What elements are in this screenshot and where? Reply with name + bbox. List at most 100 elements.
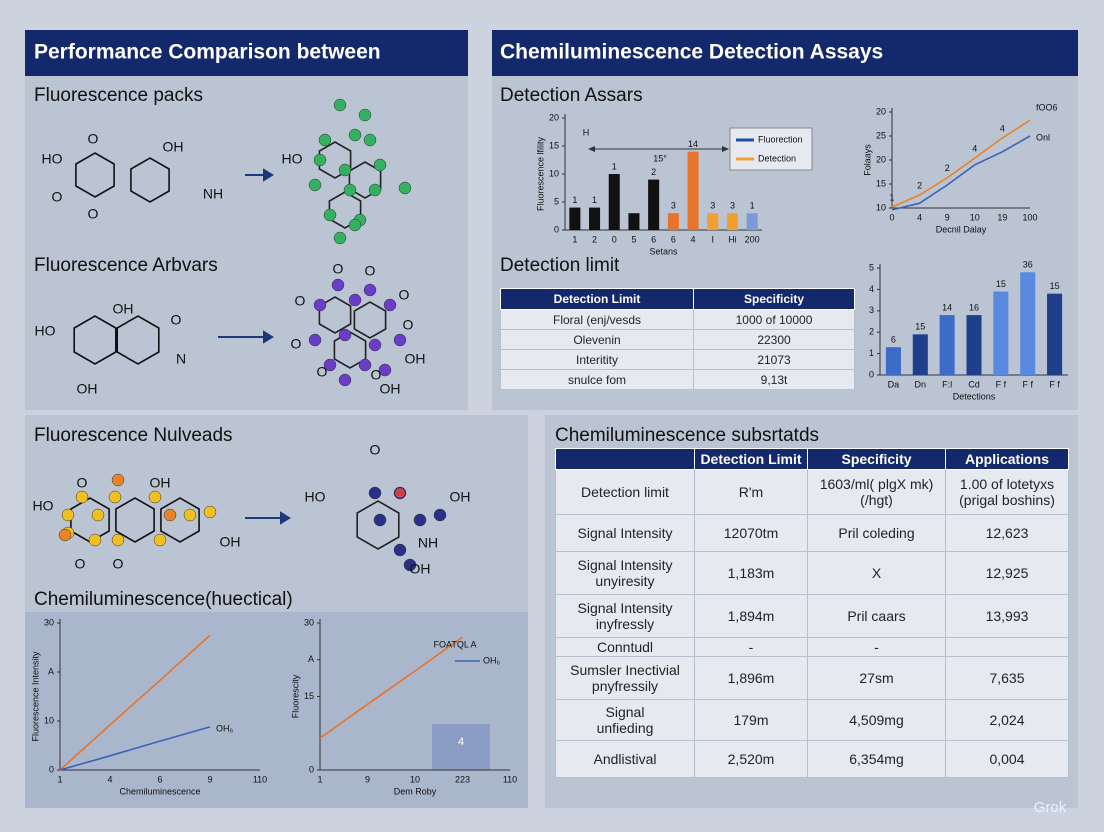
y-tick-label: 20 (549, 112, 559, 122)
y-tick-label: A (48, 666, 54, 676)
point-label: 1 (889, 192, 894, 202)
atom (368, 183, 382, 197)
cell: 1,183m (694, 551, 808, 595)
table-row: Interitity 21073 (500, 349, 855, 370)
cell: Signal unfieding (555, 699, 695, 741)
atom (75, 490, 89, 504)
bar (569, 207, 581, 230)
header-cell: Specificity (693, 288, 855, 310)
x-tick-label: 10 (970, 212, 980, 222)
atom-label: HO (42, 151, 63, 167)
table-row: Andlistival 2,520m 6,354mg 0,004 (555, 740, 1069, 778)
y-tick-label: 4 (869, 284, 874, 294)
x-tick-label: I (711, 234, 714, 244)
atom (393, 333, 407, 347)
cell: 1.00 of lotetyxs (prigal boshins) (945, 469, 1069, 515)
annotation: FOATQL A (433, 639, 476, 649)
atom-label: OH (77, 381, 98, 397)
y-tick-label: 0 (554, 224, 559, 234)
bar-annotation: 1 (572, 195, 577, 205)
cell: 27sm (807, 656, 946, 700)
atom-label: OH (450, 489, 471, 505)
x-axis-label: Decnil Dalay (936, 224, 987, 234)
heading: Detection Assars (500, 85, 643, 106)
series-line (59, 634, 211, 771)
atom-label: OH (405, 351, 426, 367)
atom (403, 558, 417, 572)
series-line (319, 636, 463, 739)
x-axis-label: Dem Roby (394, 786, 437, 796)
atom (203, 505, 217, 519)
atom-label: HO (35, 323, 56, 339)
bar-annotation: 36 (1023, 260, 1033, 270)
atom (348, 218, 362, 232)
x-tick-label: 1 (57, 774, 62, 784)
atom (308, 333, 322, 347)
point-label: 2 (917, 180, 922, 190)
atom-label: OH (163, 139, 184, 155)
cell: 21073 (693, 349, 855, 370)
table-row: Signal Intensity inyfressly 1,894m Pril ca… (555, 594, 1069, 638)
atom-label: O (88, 131, 99, 147)
cell: Conntudl (555, 637, 695, 657)
atom (338, 328, 352, 342)
table-row: Floral (enj/vesds 1000 of 10000 (500, 309, 855, 330)
table-row: Signal unfieding 179m 4,509mg 2,024 (555, 699, 1069, 741)
atom (333, 98, 347, 112)
heading: Detection limit (500, 255, 620, 276)
x-tick-label: F f (996, 379, 1007, 389)
atom (348, 293, 362, 307)
bond-ring (160, 497, 200, 543)
y-tick-label: A (308, 654, 314, 664)
atom-label: N (176, 351, 186, 367)
table-row: Olevenin 22300 (500, 329, 855, 350)
header-cell: Detection Limit (500, 288, 694, 310)
series-label: fOO6 (1036, 103, 1058, 113)
bar-annotation: 6 (891, 335, 896, 345)
header-cell: Applications (945, 448, 1069, 470)
legend-box (729, 127, 813, 171)
cell: 179m (694, 699, 808, 741)
cell: 1,894m (694, 594, 808, 638)
cell: Interitity (500, 349, 694, 370)
bar-annotation: 3 (710, 201, 715, 211)
x-tick-label: 9 (207, 774, 212, 784)
cell: 2,520m (694, 740, 808, 778)
atom (413, 513, 427, 527)
panel (25, 30, 468, 410)
atom (433, 508, 447, 522)
x-tick-label: Cd (968, 379, 980, 389)
bond-ring (116, 315, 160, 365)
series-line (59, 726, 211, 771)
cell: X (807, 551, 946, 595)
atom (331, 278, 345, 292)
y-tick-label: 2 (869, 327, 874, 337)
atom (163, 508, 177, 522)
atom-label: O (88, 206, 99, 222)
cell: 1000 of 10000 (693, 309, 855, 330)
atom (358, 358, 372, 372)
table-row: Signal Intensity unyiresity 1,183m X 12,925 (555, 551, 1069, 595)
y-tick-label: 0 (49, 764, 54, 774)
atom-label: HO (282, 151, 303, 167)
bar-annotation: 1 (592, 195, 597, 205)
x-tick-label: 6 (651, 234, 656, 244)
y-tick-label: 10 (549, 168, 559, 178)
bar (912, 334, 928, 375)
atom-label: O (370, 442, 381, 458)
atom-label: HO (33, 498, 54, 514)
series-line (891, 119, 1031, 208)
x-tick-label: 1 (317, 774, 322, 784)
arrow-label: 15° (653, 153, 667, 163)
y-tick-label: 15 (876, 178, 886, 188)
cell: 2,024 (945, 699, 1069, 741)
bar (1047, 293, 1063, 375)
heading: Fluorescence Nulveads (34, 425, 233, 446)
y-tick-label: 3 (869, 305, 874, 315)
y-tick-label: 30 (304, 617, 314, 627)
bar (726, 213, 738, 230)
y-tick-label: 1 (869, 348, 874, 358)
atom-label: OH (410, 561, 431, 577)
x-tick-label: 9 (365, 774, 370, 784)
atom-label: O (52, 189, 63, 205)
